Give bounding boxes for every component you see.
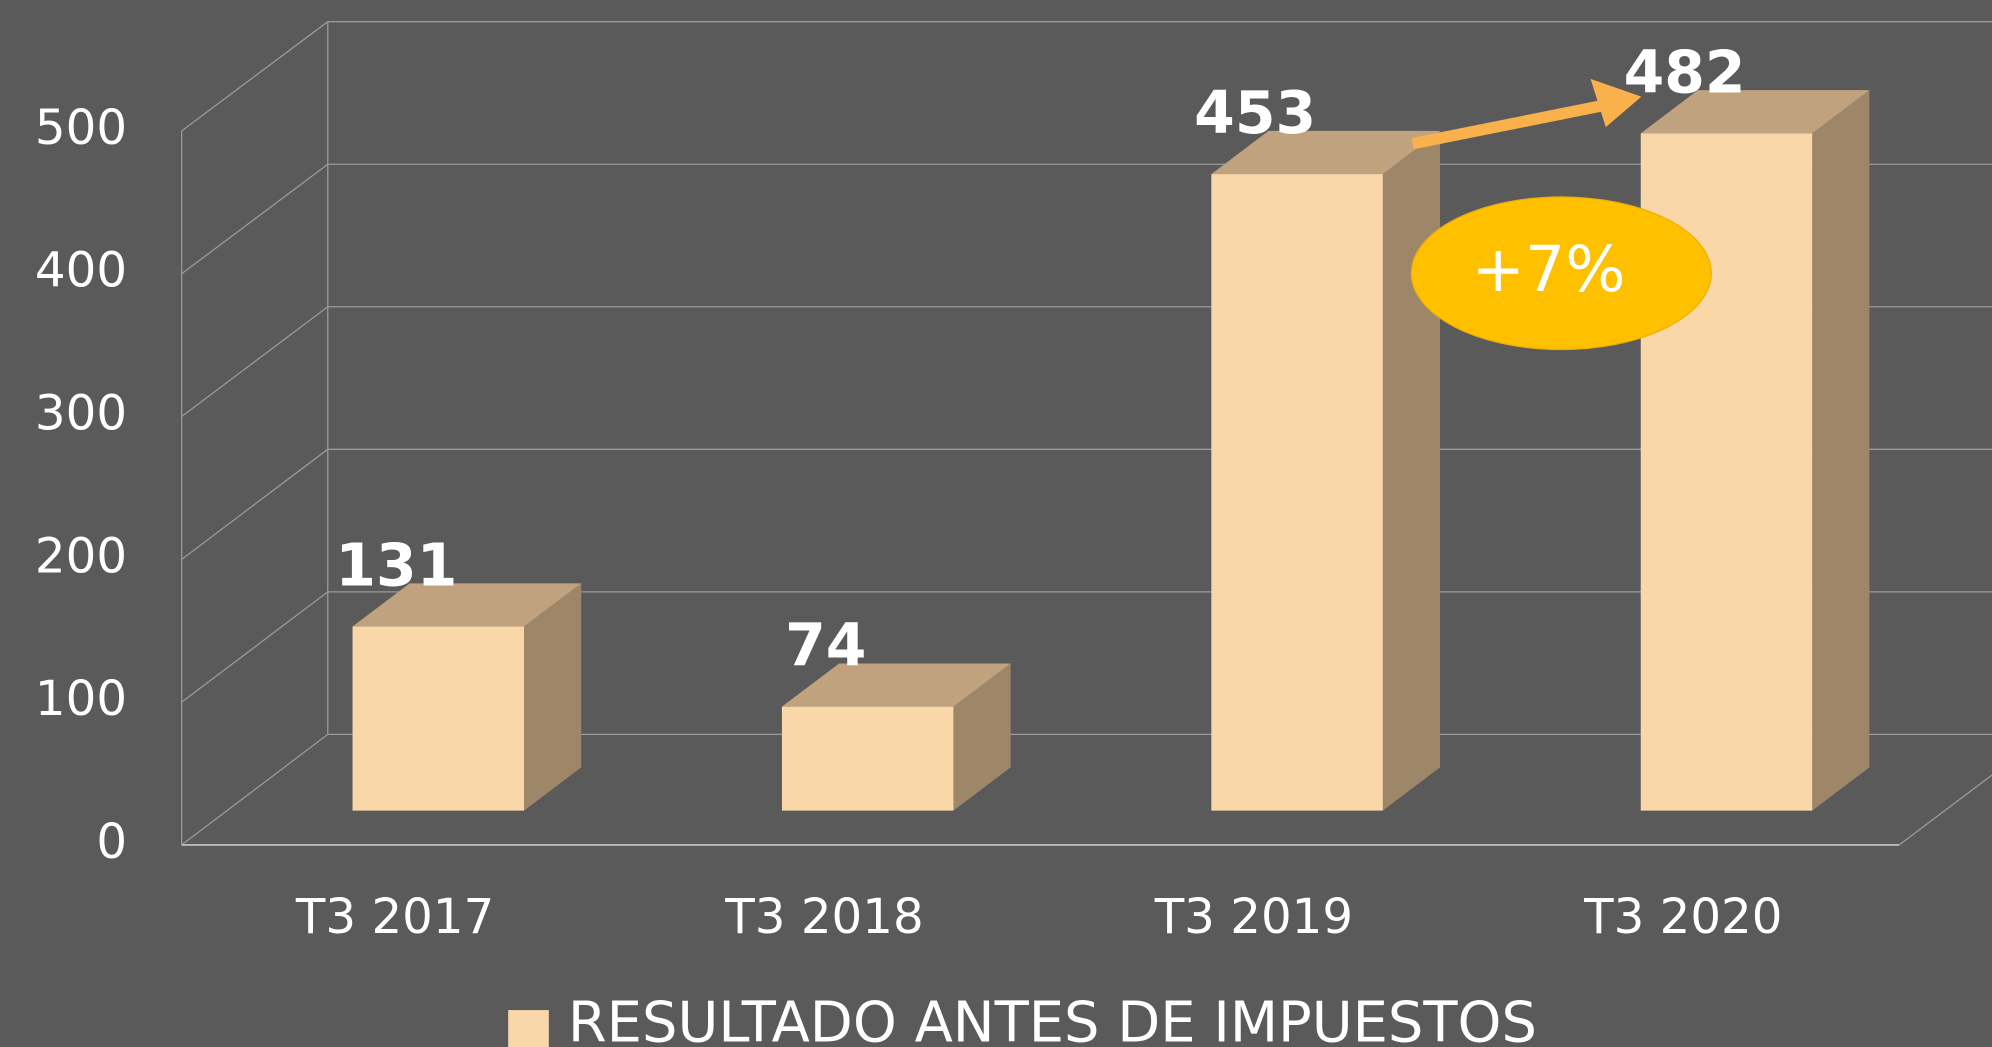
- wall-grid-line: [181, 306, 329, 418]
- y-tick-label: 0: [96, 814, 127, 870]
- bar-side: [953, 663, 1011, 811]
- bar-side: [1382, 130, 1441, 811]
- floor-right: [1898, 774, 1992, 846]
- value-label: 74: [785, 612, 866, 680]
- wall-grid-line: [181, 733, 329, 846]
- bar-top: [781, 663, 1011, 707]
- arrow-head: [1590, 78, 1642, 128]
- y-tick-label: 300: [35, 386, 127, 442]
- legend-label: RESULTADO ANTES DE IMPUESTOS: [568, 991, 1537, 1047]
- annotation-text: +7%: [1472, 232, 1626, 306]
- bar-top: [1211, 130, 1441, 175]
- legend-swatch: [508, 1010, 549, 1047]
- y-tick-label: 500: [35, 100, 127, 156]
- wall-grid-line: [181, 21, 329, 132]
- bar-side: [1812, 90, 1870, 811]
- value-label: 453: [1194, 79, 1316, 147]
- wall-grid-line: [181, 163, 329, 275]
- value-label: 482: [1624, 38, 1746, 106]
- bar: [781, 706, 954, 811]
- y-tick-label: 100: [35, 671, 127, 727]
- wall-grid-line: [181, 448, 329, 560]
- wall-grid-line: [181, 591, 329, 703]
- annotation-bubble: [1410, 196, 1712, 351]
- x-tick-label: T3 2017: [295, 889, 494, 945]
- value-label: 131: [335, 531, 457, 599]
- bar: [1211, 174, 1383, 811]
- bar-top: [1640, 90, 1870, 134]
- x-tick-label: T3 2019: [1154, 889, 1353, 945]
- arrow-shaft: [1411, 99, 1605, 150]
- bar: [352, 626, 525, 811]
- y-tick-label: 200: [35, 528, 127, 584]
- y-tick-label: 400: [35, 243, 127, 299]
- x-tick-label: T3 2018: [724, 889, 923, 945]
- bar-top: [352, 583, 582, 627]
- bar-side: [524, 583, 582, 811]
- x-tick-label: T3 2020: [1583, 889, 1782, 945]
